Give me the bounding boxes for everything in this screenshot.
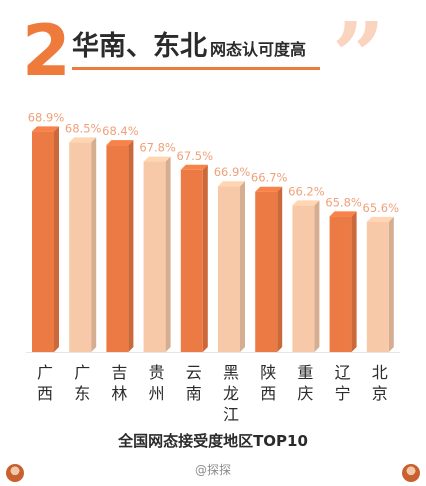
bar-side [54, 126, 59, 353]
bar-top [255, 186, 283, 192]
category-label: 重庆 [297, 363, 313, 403]
category-label: 云南 [186, 363, 202, 403]
bar-top [69, 137, 97, 143]
category-label-char: 广 [37, 363, 53, 382]
quote-mark-icon: ” [332, 2, 385, 110]
header: 2 华南、东北 网态认可度高 ” [0, 0, 426, 110]
bar-value-label: 66.2% [288, 184, 325, 198]
bar [292, 205, 315, 352]
category-label-char: 北 [372, 363, 388, 382]
bar-side [128, 140, 134, 352]
section-number: 2 [22, 10, 71, 92]
bar [69, 142, 92, 352]
bar-value-label: 66.7% [251, 171, 288, 185]
category-label-char: 南 [186, 384, 202, 403]
chart-title: 全国网态接受度地区TOP10 [118, 432, 308, 450]
bar [180, 169, 203, 352]
category-label-char: 陕 [260, 363, 276, 382]
section-title: 华南、东北 [72, 31, 207, 62]
category-label-char: 龙 [223, 384, 239, 403]
category-label: 贵州 [149, 363, 165, 403]
bar-top [292, 200, 320, 206]
category-label-char: 宁 [335, 384, 351, 403]
bar-side [277, 186, 283, 352]
bar [106, 145, 129, 352]
bar [329, 216, 352, 352]
category-label: 吉林 [111, 363, 127, 403]
category-label-char: 贵 [149, 363, 165, 382]
bar-value-label: 68.5% [65, 121, 102, 135]
category-label-char: 吉 [111, 363, 127, 382]
bar-value-label: 68.4% [102, 124, 139, 138]
bar-value-label: 67.8% [139, 141, 176, 155]
bar-side [314, 200, 320, 352]
category-label-char: 东 [74, 384, 90, 403]
category-label-char: 州 [149, 384, 165, 403]
category-label-char: 重 [297, 363, 313, 382]
category-label-char: 广 [74, 363, 90, 382]
bar-value-label: 65.6% [363, 201, 400, 215]
bar-value-label: 68.9% [28, 110, 65, 124]
bar [143, 161, 166, 352]
bar-top [329, 211, 357, 217]
category-label-char: 京 [372, 384, 388, 403]
category-label-char: 辽 [335, 363, 351, 382]
category-label: 辽宁 [335, 363, 351, 403]
bar-side [351, 211, 357, 352]
footer-credit: @探探 [194, 463, 231, 477]
bar-side [202, 164, 208, 352]
bar-value-label: 65.8% [325, 195, 362, 209]
bar-side [388, 216, 394, 352]
bar-side [165, 156, 171, 352]
category-label: 黑龙江 [223, 363, 239, 424]
bar-top [143, 156, 171, 162]
category-label-char: 江 [223, 405, 239, 424]
bar-value-label: 66.9% [214, 165, 251, 179]
category-label-char: 黑 [223, 363, 239, 382]
category-label-char: 西 [37, 384, 53, 403]
section-subtitle: 网态认可度高 [210, 40, 307, 59]
bar-side [240, 181, 245, 352]
category-label-char: 庆 [297, 384, 313, 403]
bar-top [180, 164, 208, 170]
bar-top [218, 181, 245, 187]
bar-top [106, 140, 134, 146]
bar [32, 131, 54, 352]
bar-side [91, 137, 97, 352]
category-label: 广西 [37, 363, 53, 403]
bar [218, 186, 240, 352]
bar [366, 221, 389, 352]
title-underline [72, 67, 320, 70]
avatar-right [402, 464, 420, 482]
bar-top [366, 216, 394, 222]
category-label-char: 西 [260, 384, 276, 403]
category-label: 陕西 [260, 363, 276, 403]
category-label-char: 云 [186, 363, 202, 382]
category-label: 广东 [74, 363, 90, 403]
bar-value-label: 67.5% [177, 149, 214, 163]
category-label-char: 林 [111, 384, 127, 403]
bar [255, 191, 278, 352]
bar-top [32, 126, 59, 132]
avatar-left [6, 464, 24, 482]
category-label: 北京 [372, 363, 388, 403]
